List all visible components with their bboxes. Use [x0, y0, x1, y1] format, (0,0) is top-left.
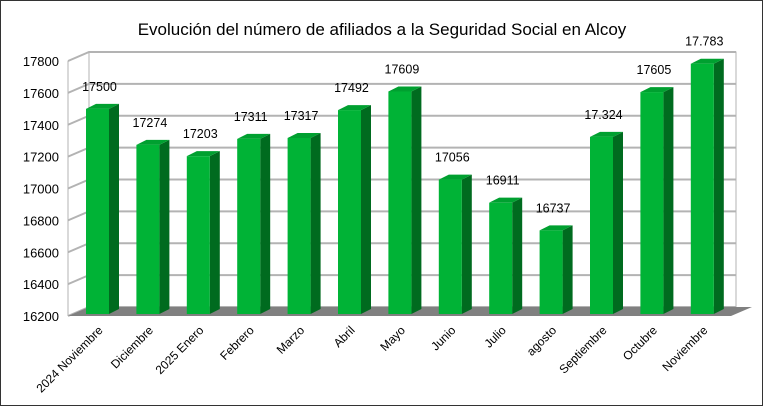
- y-tick-label: 17200: [23, 150, 59, 165]
- x-tick-label: Febrero: [217, 323, 257, 363]
- data-label: 16911: [486, 174, 520, 188]
- y-tick-label: 17600: [23, 86, 59, 101]
- bar: [237, 138, 261, 314]
- data-label: 17317: [284, 109, 319, 123]
- bar-side: [310, 132, 321, 314]
- bar-top: [237, 133, 271, 139]
- bar: [590, 136, 613, 314]
- bar-side: [411, 86, 422, 314]
- y-tick-label: 16400: [23, 277, 59, 292]
- gridline: [67, 51, 736, 62]
- chart-title: Evolución del número de afiliados a la S…: [138, 20, 627, 39]
- y-tick-label: 16200: [23, 309, 59, 324]
- bar-top: [388, 86, 422, 92]
- data-label: 17.324: [584, 108, 622, 122]
- bar: [690, 63, 714, 314]
- bar-top: [640, 87, 674, 93]
- x-tick-label: Noviembre: [659, 323, 710, 374]
- bar-side: [461, 174, 472, 314]
- x-tick-label: Junio: [428, 323, 458, 353]
- bar-top: [186, 151, 220, 157]
- data-label: 17274: [133, 116, 168, 130]
- bar-top: [590, 131, 623, 137]
- x-tick-label: Diciembre: [108, 323, 156, 371]
- x-tick-label: 2024 Noviembre: [33, 323, 105, 395]
- bar-top: [690, 58, 724, 64]
- x-tick-label: Abril: [331, 323, 358, 350]
- x-tick-label: Octubre: [620, 323, 660, 363]
- bar-side: [209, 151, 220, 314]
- data-label: 17311: [234, 110, 268, 124]
- bar-top: [438, 174, 472, 180]
- bar: [136, 144, 160, 314]
- gridline: [67, 82, 736, 94]
- x-tick-label: 2025 Enero: [153, 323, 207, 377]
- bar: [388, 91, 412, 314]
- y-tick-label: 16800: [23, 213, 59, 228]
- data-label: 17203: [183, 127, 218, 141]
- bar: [186, 156, 210, 314]
- bar-top: [86, 103, 119, 109]
- bar-side: [613, 131, 623, 314]
- bar: [438, 179, 462, 314]
- bar-side: [562, 225, 573, 314]
- bar-side: [159, 139, 170, 314]
- bar-top: [338, 105, 371, 111]
- x-tick-label: Julio: [481, 323, 509, 351]
- data-label: 17056: [435, 151, 470, 165]
- data-label: 17492: [334, 81, 369, 95]
- bar-top: [136, 139, 170, 145]
- y-tick-label: 16600: [23, 245, 59, 260]
- bar-side: [512, 197, 523, 314]
- bar: [338, 110, 361, 315]
- bar-side: [109, 103, 119, 314]
- bar-side: [361, 105, 371, 315]
- x-tick-label: agosto: [524, 323, 560, 359]
- y-tick-label: 17400: [23, 118, 59, 133]
- data-label: 17500: [82, 80, 117, 94]
- data-label: 17605: [637, 63, 672, 77]
- x-tick-label: Marzo: [274, 323, 308, 357]
- x-tick-label: Septiembre: [556, 323, 610, 377]
- bar-side: [713, 58, 724, 314]
- bar: [287, 137, 311, 314]
- y-tick-label: 17800: [23, 54, 59, 69]
- bar-side: [260, 133, 271, 314]
- y-tick-label: 17000: [23, 182, 59, 197]
- x-tick-label: Mayo: [377, 323, 408, 354]
- bar-top: [489, 197, 523, 203]
- bar-side: [663, 87, 674, 314]
- data-label: 17.783: [685, 35, 723, 49]
- bar-top: [287, 132, 321, 138]
- bar: [489, 202, 513, 314]
- bar: [640, 92, 664, 314]
- bar: [539, 230, 563, 314]
- bar: [86, 108, 109, 314]
- bar-top: [539, 225, 573, 231]
- data-label: 17609: [385, 62, 420, 76]
- data-label: 16737: [536, 201, 571, 215]
